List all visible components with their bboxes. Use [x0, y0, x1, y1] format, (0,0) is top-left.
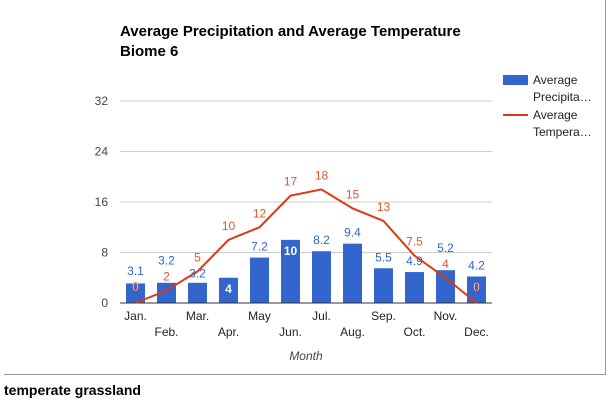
- precipitation-data-label: 4.2: [468, 258, 485, 272]
- temperature-data-label: 13: [377, 200, 391, 214]
- chart-title: Average Precipitation and Average Temper…: [120, 23, 461, 40]
- precipitation-bar: [126, 283, 145, 303]
- precipitation-bar: [436, 270, 455, 303]
- y-tick-label: 16: [95, 195, 109, 209]
- x-tick-label: Aug.: [340, 325, 365, 339]
- precipitation-data-label: 4: [225, 282, 232, 296]
- chart-frame: [4, 0, 606, 375]
- temperature-data-label: 10: [222, 219, 236, 233]
- x-tick-label: Jul.: [312, 309, 331, 323]
- legend-swatch-precipitation: [503, 75, 528, 85]
- precipitation-data-label: 3.2: [158, 253, 175, 267]
- temperature-data-label: 7.5: [406, 235, 423, 249]
- precipitation-bar: [312, 251, 331, 303]
- temperature-data-label: 12: [253, 206, 267, 220]
- y-tick-label: 32: [95, 94, 109, 108]
- x-tick-label: Mar.: [186, 309, 209, 323]
- x-tick-label: Feb.: [154, 325, 178, 339]
- precipitation-bar: [405, 272, 424, 303]
- x-tick-label: Jun.: [279, 325, 302, 339]
- chart: Average Precipitation and Average Temper…: [95, 23, 592, 363]
- x-tick-label: Jan.: [124, 309, 147, 323]
- precipitation-data-label: 5.5: [375, 250, 392, 264]
- chart-title: Biome 6: [120, 43, 178, 60]
- precipitation-bar: [343, 243, 362, 303]
- precipitation-data-label: 7.2: [251, 240, 268, 254]
- precipitation-bar: [219, 277, 238, 303]
- legend-label-precipitation-line2: Precipita…: [533, 90, 592, 104]
- y-tick-label: 8: [101, 246, 108, 260]
- x-tick-label: Dec.: [464, 325, 489, 339]
- x-tick-label: Sep.: [371, 309, 396, 323]
- x-tick-label: May: [248, 309, 271, 323]
- x-tick-label: Nov.: [434, 309, 458, 323]
- biome-label: temperate grassland: [4, 382, 141, 398]
- legend-label-precipitation-line1: Average: [533, 73, 578, 87]
- y-tick-label: 0: [101, 296, 108, 310]
- precipitation-bar: [250, 257, 269, 303]
- precipitation-data-label: 8.2: [313, 233, 330, 247]
- temperature-data-label: 4: [442, 257, 449, 271]
- x-axis-title: Month: [289, 349, 323, 363]
- temperature-line: [135, 188, 478, 304]
- precipitation-bar: [281, 239, 300, 303]
- precipitation-data-label: 4.9: [406, 254, 423, 268]
- legend-label-temperature-line1: Average: [533, 108, 578, 122]
- temperature-data-label: 5: [194, 250, 201, 264]
- legend-label-temperature-line2: Tempera…: [533, 125, 592, 139]
- precipitation-data-label: 5.2: [437, 241, 454, 255]
- temperature-data-label: 18: [315, 168, 329, 182]
- temperature-data-label: 15: [346, 187, 360, 201]
- precipitation-bar: [188, 282, 207, 303]
- precipitation-bar: [374, 268, 393, 303]
- temperature-data-label: 0: [132, 280, 139, 294]
- precipitation-data-label: 3.1: [127, 264, 144, 278]
- precipitation-data-label: 3.2: [189, 266, 206, 280]
- temperature-data-label: 2: [163, 269, 170, 283]
- precipitation-bar: [467, 276, 486, 303]
- precipitation-data-label: 10: [284, 244, 298, 258]
- temperature-data-label: 0: [473, 280, 480, 294]
- x-tick-label: Oct.: [403, 325, 425, 339]
- precipitation-data-label: 9.4: [344, 226, 361, 240]
- x-tick-label: Apr.: [218, 325, 239, 339]
- temperature-data-label: 17: [284, 175, 298, 189]
- y-tick-label: 24: [95, 145, 109, 159]
